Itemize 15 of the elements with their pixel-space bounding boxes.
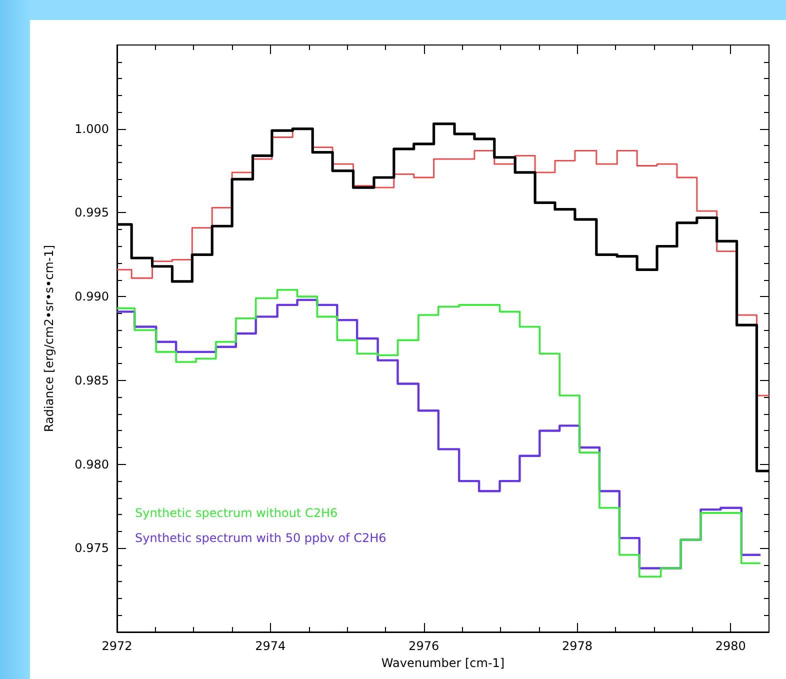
y-axis-title: Radiance [erg/cm2•sr•s•cm-1]: [42, 244, 56, 432]
y-tick-label: 0.995: [74, 206, 109, 220]
x-tick-label: 2974: [255, 639, 286, 653]
x-tick-label: 2978: [562, 639, 593, 653]
text: Synthetic spectrum without C2H6: [135, 506, 338, 520]
y-tick-label: 0.980: [74, 457, 109, 472]
text: Synthetic spectrum with 50 ppbv of C2H6: [135, 531, 386, 545]
x-tick-label: 2976: [408, 639, 440, 653]
x-tick-label: 2972: [102, 639, 132, 653]
x-tick-label: 2980: [715, 639, 746, 653]
y-tick-label: 1.000: [74, 122, 109, 136]
x-axis-title: Wavenumber [cm-1]: [381, 656, 505, 670]
y-tick-label: 0.990: [74, 290, 109, 304]
y-tick-label: 0.985: [74, 373, 109, 388]
y-tick-label: 0.975: [74, 541, 109, 556]
